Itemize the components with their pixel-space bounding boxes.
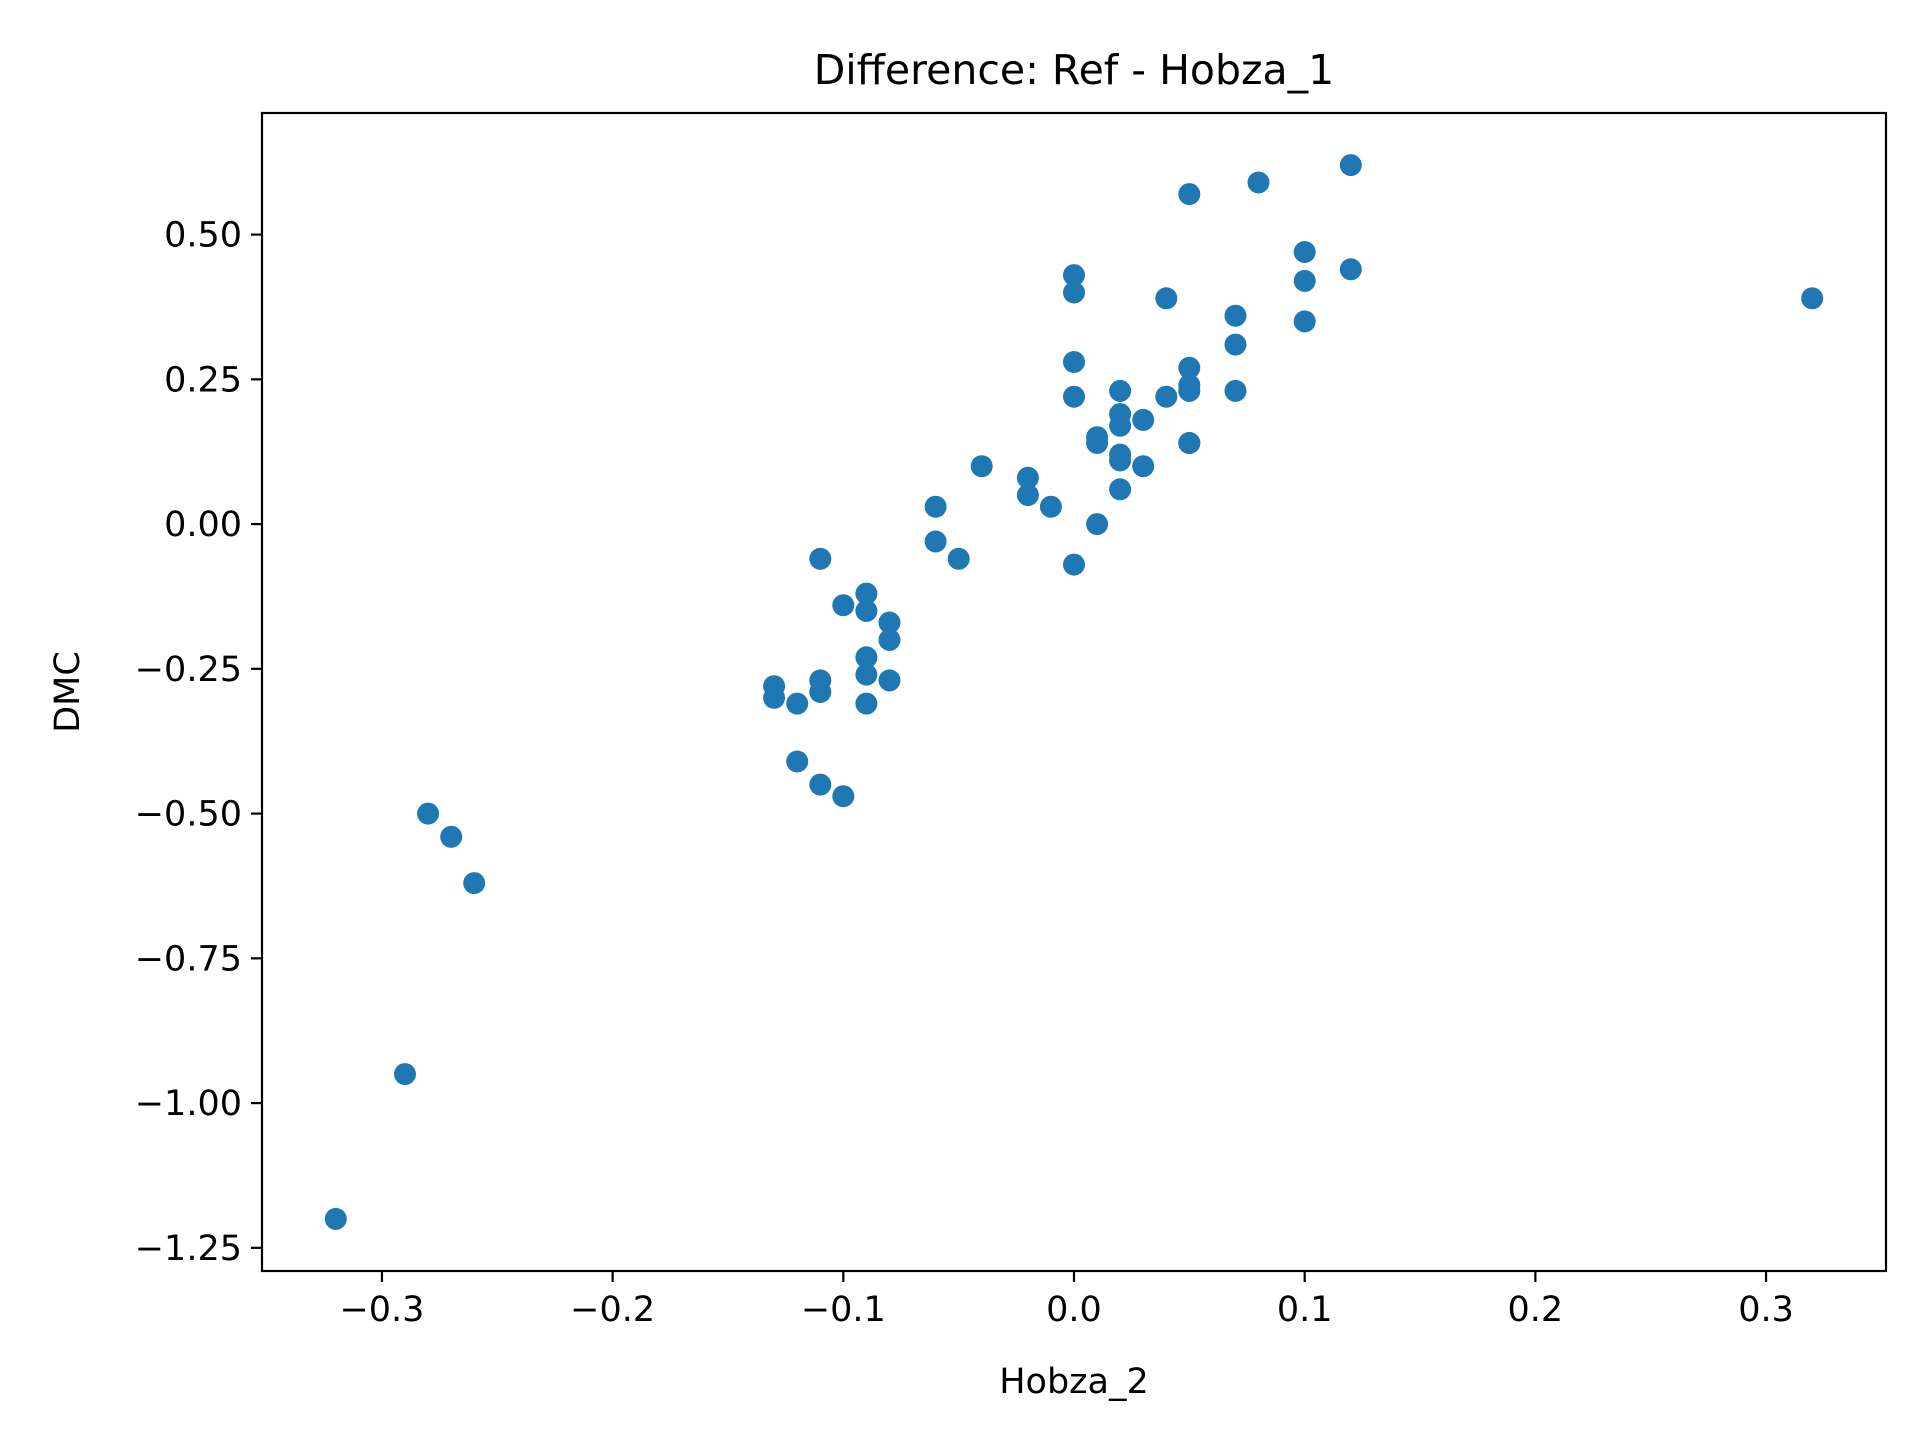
data-point: [763, 686, 786, 709]
y-tick-label: −0.50: [135, 795, 242, 835]
x-axis-label: Hobza_2: [999, 1362, 1149, 1402]
data-point: [786, 750, 809, 773]
data-point: [809, 773, 832, 796]
data-point: [440, 825, 463, 848]
data-point: [1155, 287, 1178, 310]
data-point: [855, 646, 878, 669]
data-point: [1293, 241, 1316, 263]
data-point: [1293, 269, 1316, 292]
data-point: [924, 530, 947, 553]
data-point: [324, 1207, 347, 1230]
y-tick-label: −0.75: [135, 939, 242, 979]
data-point: [1016, 484, 1039, 507]
data-point: [1339, 154, 1362, 177]
data-point: [1178, 432, 1201, 454]
data-point: [809, 547, 832, 570]
data-point: [1109, 478, 1132, 501]
y-tick-label: 0.00: [164, 505, 242, 545]
data-point: [1086, 513, 1109, 536]
y-tick-label: −1.25: [135, 1229, 242, 1269]
x-axis-ticks: −0.3 −0.2 −0.1 0.0 0.1 0.2 0.3: [339, 1271, 1794, 1330]
data-point: [1063, 351, 1085, 373]
data-point: [855, 599, 878, 622]
data-point: [1016, 466, 1039, 489]
data-point: [1801, 287, 1824, 310]
data-point: [1132, 408, 1155, 431]
data-point: [878, 669, 901, 692]
y-axis-label: DMC: [48, 651, 88, 733]
plot-frame: [260, 111, 1888, 1273]
data-point: [1109, 414, 1132, 437]
y-axis-ticks: 0.50 0.25 0.00 −0.25 −0.50 −0.75 −1.00 −1.25: [135, 216, 262, 1269]
data-point: [1339, 258, 1362, 281]
data-point: [1224, 379, 1247, 402]
x-tick-label: 0.1: [1277, 1290, 1333, 1330]
x-tick-label: 0.3: [1738, 1290, 1794, 1330]
data-point: [970, 455, 993, 478]
y-tick-label: 0.25: [164, 360, 242, 400]
data-point: [878, 628, 901, 651]
data-point: [1039, 495, 1062, 518]
y-tick-label: −1.00: [135, 1084, 242, 1124]
data-point: [924, 495, 947, 518]
data-point: [417, 802, 440, 825]
data-point: [1063, 553, 1085, 576]
data-point: [1178, 379, 1201, 402]
y-tick-label: −0.25: [135, 650, 242, 690]
x-tick-label: 0.2: [1508, 1290, 1564, 1330]
x-tick-label: 0.0: [1046, 1290, 1102, 1330]
data-point: [1109, 449, 1132, 472]
data-point: [855, 692, 878, 715]
x-tick-label: −0.1: [801, 1290, 886, 1330]
data-point: [1155, 385, 1178, 408]
data-point: [786, 692, 809, 715]
data-point: [1063, 385, 1085, 408]
data-point: [832, 594, 855, 617]
chart-title: Difference: Ref - Hobza_1: [814, 46, 1335, 94]
data-point: [855, 582, 878, 605]
data-point: [809, 681, 832, 703]
data-point: [878, 611, 901, 634]
y-tick-label: 0.50: [164, 216, 242, 256]
data-point: [1063, 281, 1085, 304]
data-point: [1132, 455, 1155, 478]
data-point: [1178, 183, 1201, 206]
data-point: [855, 663, 878, 686]
data-point: [1224, 304, 1247, 327]
data-point: [1247, 171, 1270, 194]
data-point: [1063, 264, 1085, 287]
data-point: [1178, 356, 1201, 379]
data-point: [947, 547, 970, 570]
data-point: [1086, 432, 1109, 454]
data-point: [1224, 333, 1247, 356]
data-point: [463, 872, 486, 895]
data-point: [832, 785, 855, 808]
x-tick-label: −0.3: [339, 1290, 424, 1330]
data-point: [394, 1063, 416, 1086]
x-tick-label: −0.2: [570, 1290, 655, 1330]
data-points: [324, 154, 1824, 1230]
data-point: [1293, 310, 1316, 333]
data-point: [1109, 379, 1132, 402]
